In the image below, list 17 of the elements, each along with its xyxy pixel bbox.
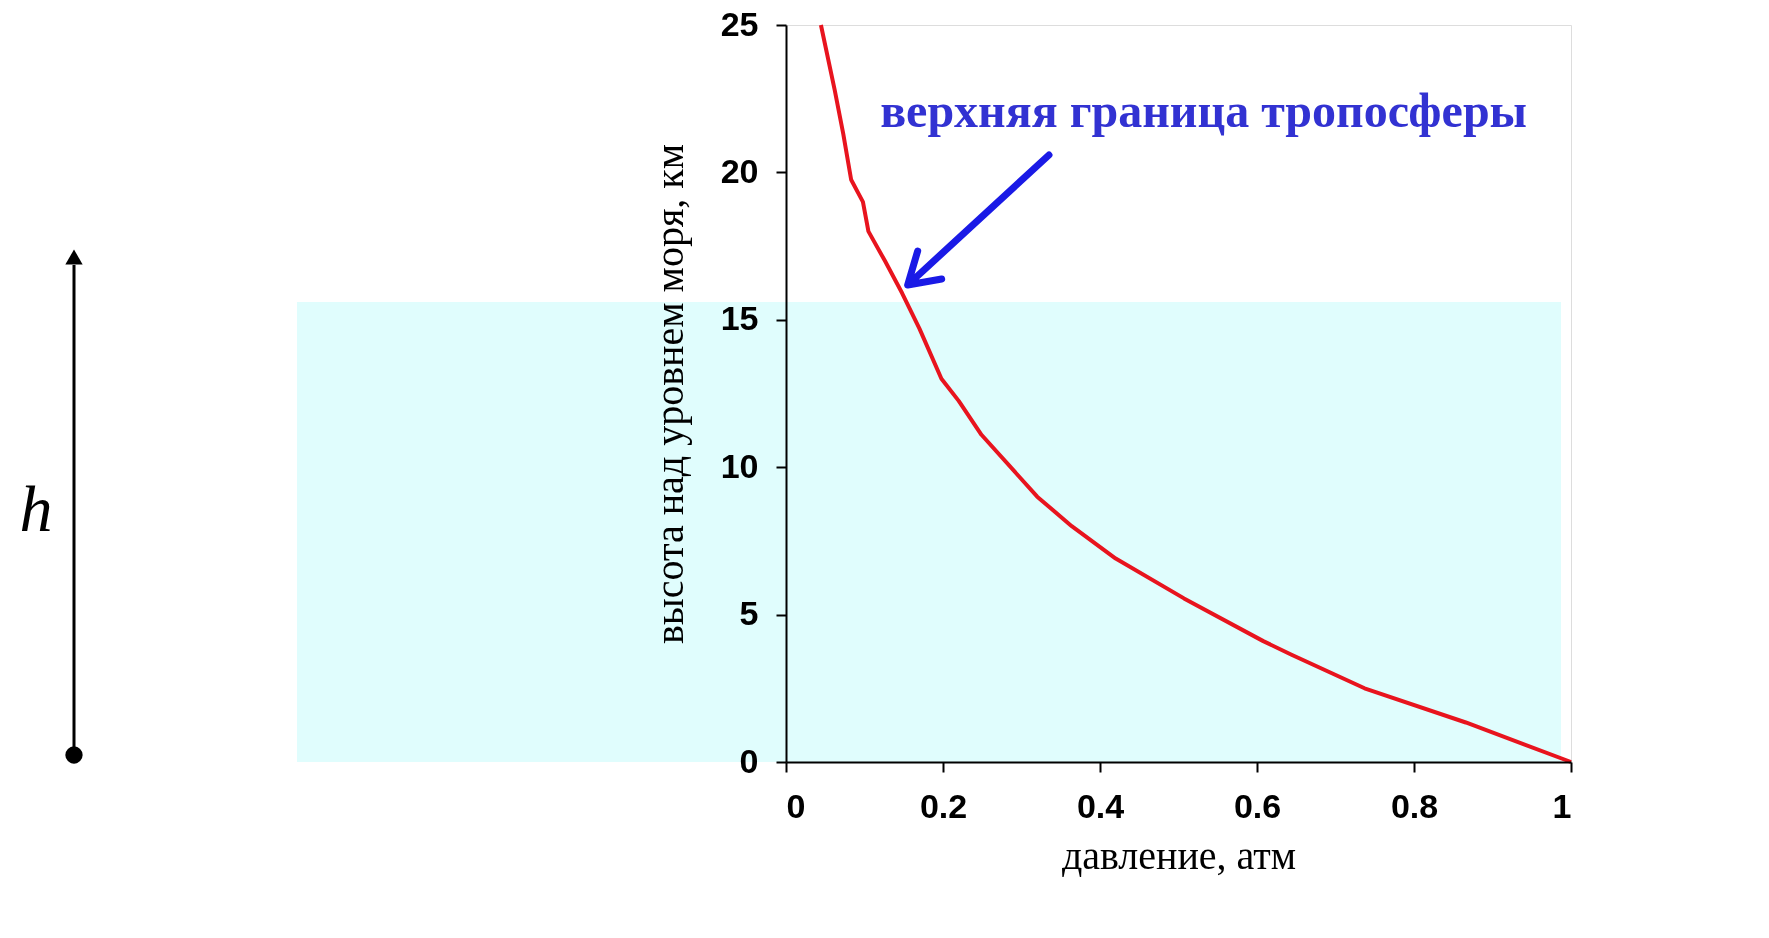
y-tick-label: 10 [720,446,759,485]
y-tick-label: 5 [739,594,759,633]
x-tick-label: 0.6 [1233,786,1282,825]
x-tick-label: 0 [786,786,806,825]
x-tick-label: 0.8 [1390,786,1439,825]
x-tick-label: 0.2 [919,786,968,825]
annotation: верхняя граница тропосферы [880,84,1528,137]
x-tick-label: 1 [1552,786,1572,825]
line-series [818,23,1573,764]
y-tick-label: 25 [720,4,759,43]
y-axis-title: высота над уровнем моря, км [646,143,692,645]
x-tick-label: 0.4 [1076,786,1125,825]
y-tick-label: 0 [739,741,759,780]
y-tick-label: 20 [720,151,759,190]
y-tick-label: 15 [720,299,759,338]
x-axis-title: давление, атм [1061,832,1297,878]
text: h [19,472,53,546]
